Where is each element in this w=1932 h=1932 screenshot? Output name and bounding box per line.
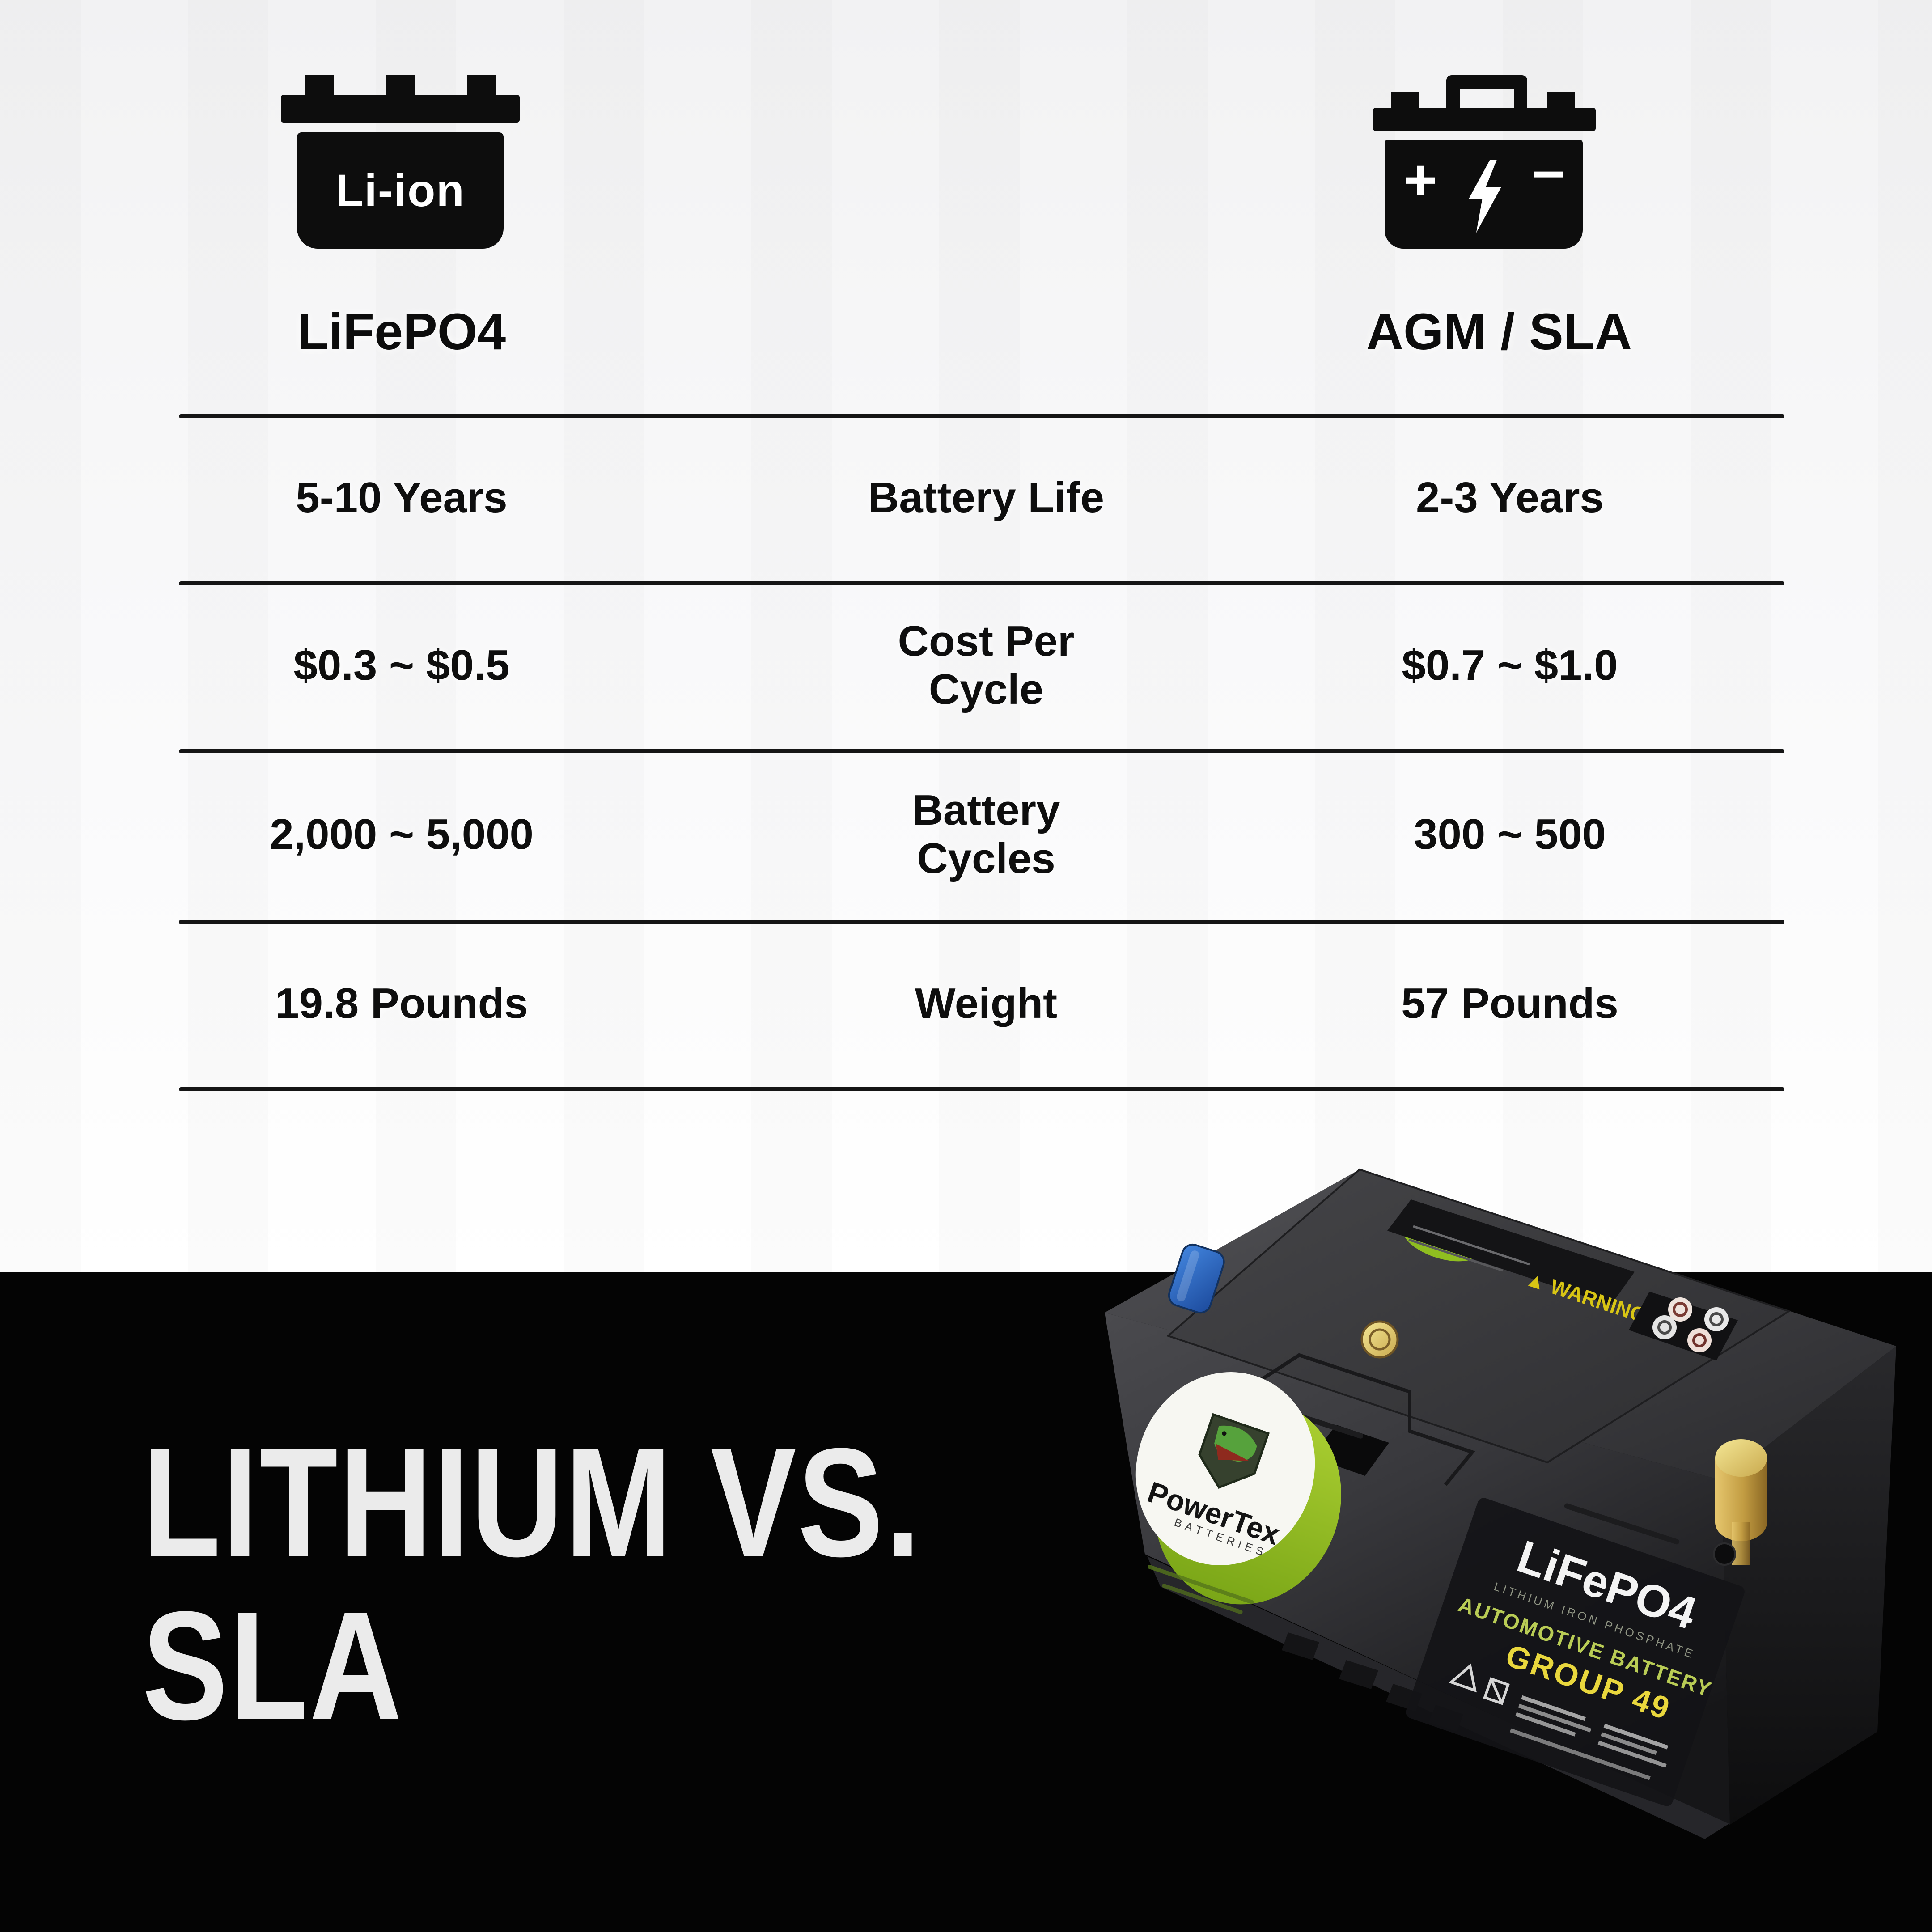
agm-sla-battery-icon: + – (1373, 75, 1596, 249)
spec-text-bar (1515, 1712, 1576, 1737)
warning-strip (1387, 1199, 1635, 1305)
value-lifepo4-weight: 19.8 Pounds (275, 979, 528, 1028)
battery-foot (1339, 1660, 1378, 1689)
spec-text-bar (1597, 1741, 1667, 1768)
metric-cost-per-cycle: Cost Per Cycle (898, 617, 1075, 713)
blue-terminal-cap (1168, 1243, 1225, 1314)
spec-text-bar (1601, 1732, 1657, 1755)
table-row: 5-10 Years Battery Life 2-3 Years (0, 414, 1932, 581)
value-lifepo4-battery-life: 5-10 Years (296, 474, 508, 522)
divider-line (179, 920, 1784, 924)
page-title: LITHIUM VS. SLA (142, 1421, 922, 1748)
trex-mouth (1216, 1444, 1250, 1461)
page-title-line2: SLA (142, 1580, 404, 1753)
strip-line (1408, 1238, 1503, 1272)
no-trash-icon (1483, 1677, 1510, 1705)
safety-icon (1668, 1297, 1692, 1322)
safety-icon-glyph (1692, 1333, 1707, 1347)
battery-top-bar (281, 95, 520, 123)
brand-label: PowerTex BATTERIES (1135, 1372, 1341, 1614)
divider-line (179, 749, 1784, 753)
battery-foot (1282, 1632, 1319, 1660)
safety-icon-glyph (1673, 1302, 1688, 1317)
vent-plug-inner (1368, 1328, 1391, 1351)
value-agm-weight: 57 Pounds (1401, 979, 1618, 1028)
vent-plug (1360, 1320, 1399, 1359)
safety-icon-glyph (1657, 1320, 1672, 1335)
value-lifepo4-battery-cycles: 2,000 ~ 5,000 (270, 810, 534, 859)
value-agm-cost-per-cycle: $0.7 ~ $1.0 (1402, 641, 1618, 689)
column-label-lifepo4: LiFePO4 (297, 303, 506, 360)
battery-body: + – (1385, 140, 1583, 249)
label-fineprint-bar (1148, 1565, 1254, 1604)
metric-battery-cycles: Battery Cycles (912, 786, 1060, 882)
lightning-icon (1468, 160, 1501, 233)
value-agm-battery-cycles: 300 ~ 500 (1414, 810, 1606, 859)
li-ion-icon-text: Li-ion (335, 165, 465, 216)
gold-terminal-post (1713, 1439, 1767, 1566)
safety-icon-glyph (1709, 1312, 1724, 1326)
label-fineprint-bar (1162, 1584, 1243, 1614)
metric-battery-life: Battery Life (868, 474, 1105, 522)
table-row: 19.8 Pounds Weight 57 Pounds (0, 920, 1932, 1087)
battery-lid (1166, 1168, 1791, 1464)
metric-weight: Weight (915, 979, 1058, 1028)
plus-icon: + (1403, 147, 1437, 212)
page-title-line1: LITHIUM VS. (142, 1416, 922, 1589)
battery-top-bar (1373, 108, 1596, 131)
spec-text-bar (1509, 1728, 1651, 1780)
value-agm-battery-life: 2-3 Years (1416, 474, 1604, 522)
spec-text-bar (1521, 1695, 1586, 1721)
battery-body: Li-ion (297, 132, 504, 249)
strip-line (1413, 1225, 1530, 1266)
li-ion-battery-icon: Li-ion (281, 75, 520, 249)
safety-icon (1652, 1315, 1677, 1339)
minus-icon: – (1532, 137, 1565, 203)
spec-text-bar (1603, 1724, 1669, 1750)
safety-icon (1704, 1307, 1729, 1331)
value-lifepo4-cost-per-cycle: $0.3 ~ $0.5 (293, 641, 510, 689)
divider-line (179, 581, 1784, 585)
column-label-agm-sla: AGM / SLA (1366, 303, 1632, 360)
table-row: 2,000 ~ 5,000 Battery Cycles 300 ~ 500 (0, 749, 1932, 920)
table-row: $0.3 ~ $0.5 Cost Per Cycle $0.7 ~ $1.0 (0, 581, 1932, 749)
divider-line (179, 414, 1784, 418)
front-vent-slot (1564, 1503, 1680, 1545)
recycle-icon (1449, 1663, 1477, 1693)
no-trash-cross (1490, 1678, 1503, 1704)
brand-shield-logo (1198, 1413, 1270, 1489)
safety-icon (1687, 1328, 1712, 1352)
divider-line (179, 1087, 1784, 1091)
spec-text-bar (1518, 1703, 1592, 1733)
lid-handle-recess (1251, 1353, 1475, 1486)
